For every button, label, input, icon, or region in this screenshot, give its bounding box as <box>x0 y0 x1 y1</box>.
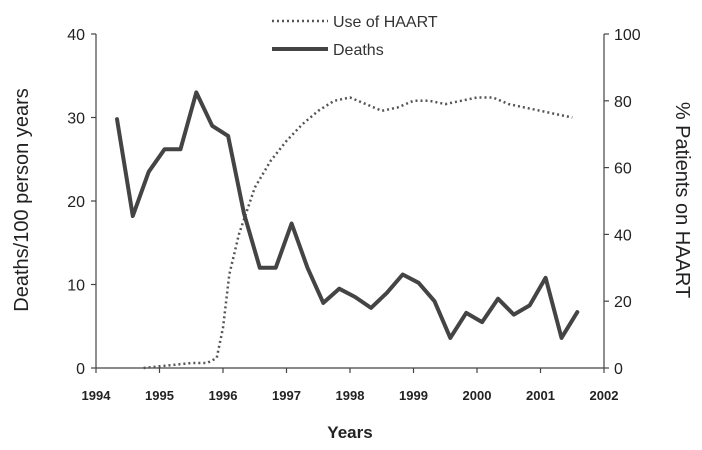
y-left-tick-label: 40 <box>67 27 85 44</box>
x-tick-label: 1994 <box>82 388 112 403</box>
legend-haart-label: Use of HAART <box>333 14 438 31</box>
y-axis-left-ticks: 0 10 20 30 40 <box>67 27 96 378</box>
x-tick-label: 1996 <box>209 388 238 403</box>
y-right-tick-label: 60 <box>614 161 632 178</box>
x-tick-label: 1995 <box>145 388 174 403</box>
series-layer <box>115 90 580 370</box>
x-tick-label: 1997 <box>272 388 301 403</box>
x-tick-label: 1998 <box>336 388 365 403</box>
y-right-tick-label: 100 <box>614 27 641 44</box>
x-tick-label: 2000 <box>463 388 492 403</box>
series-line-deaths <box>115 90 580 340</box>
x-axis-ticks: 1994 1995 1996 1997 1998 1999 2000 2001 2002 <box>82 368 619 403</box>
y-right-tick-label: 0 <box>614 361 623 378</box>
y-left-tick-label: 20 <box>67 194 85 211</box>
y-left-tick-label: 30 <box>67 111 85 128</box>
y-left-tick-label: 0 <box>76 361 85 378</box>
series-line-use-of-haart <box>143 96 573 370</box>
y-axis-right-ticks: 0 20 40 60 80 100 <box>604 27 641 378</box>
y-axis-right-title: % Patients on HAART <box>671 102 693 298</box>
y-right-tick-label: 20 <box>614 294 632 311</box>
x-tick-label: 2002 <box>590 388 619 403</box>
legend: Use of HAART Deaths <box>272 14 438 59</box>
y-right-tick-label: 40 <box>614 227 632 244</box>
x-tick-label: 2001 <box>526 388 555 403</box>
y-axis-left-title: Deaths/100 person years <box>11 88 33 311</box>
y-left-tick-label: 10 <box>67 278 85 295</box>
x-axis-title: Years <box>327 423 372 442</box>
legend-deaths-label: Deaths <box>333 42 384 59</box>
x-tick-label: 1999 <box>399 388 428 403</box>
y-right-tick-label: 80 <box>614 94 632 111</box>
